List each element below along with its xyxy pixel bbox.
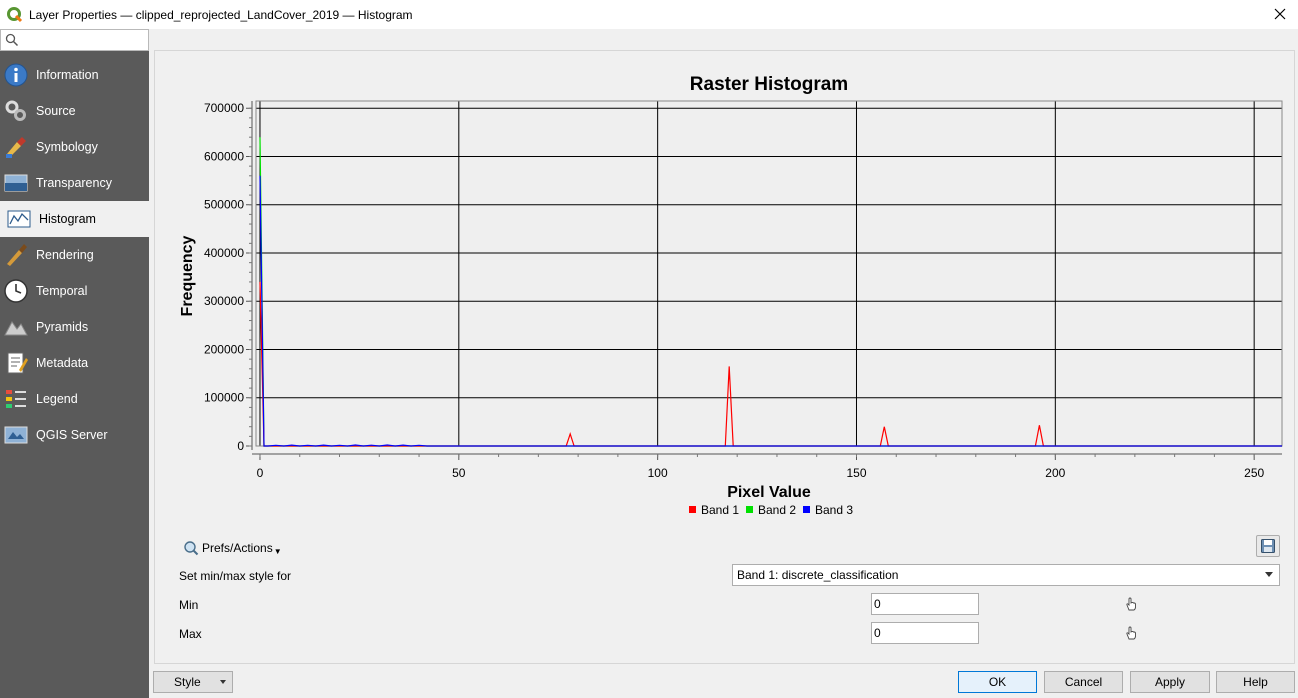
search-box[interactable] xyxy=(0,29,149,51)
ok-button[interactable]: OK xyxy=(958,671,1037,693)
search-icon xyxy=(5,33,19,47)
source-icon xyxy=(5,100,26,121)
x-tick-label: 0 xyxy=(257,466,264,480)
sidebar-item-transparency[interactable]: Transparency xyxy=(0,165,149,201)
sidebar-item-source[interactable]: Source xyxy=(0,93,149,129)
pyramids-icon xyxy=(4,321,28,336)
sidebar-item-label: Legend xyxy=(36,392,78,406)
y-axis-label: Frequency xyxy=(179,235,196,316)
pick-value-hand-icon[interactable] xyxy=(1123,596,1139,612)
min-input[interactable] xyxy=(871,593,979,615)
raster-histogram-chart: 0 100000 200000 300000 400000 500000 600000 700… xyxy=(179,74,1283,517)
chevron-down-icon xyxy=(220,680,226,684)
sidebar-item-qgis-server[interactable]: QGIS Server xyxy=(0,417,149,453)
band-select[interactable]: Band 1: discrete_classification xyxy=(732,564,1280,586)
sidebar-item-label: Pyramids xyxy=(36,320,89,334)
prefs-actions-button[interactable]: Prefs/Actions ▼ xyxy=(183,537,282,559)
legend-icon xyxy=(6,390,26,408)
sidebar-item-label: QGIS Server xyxy=(36,428,108,442)
legend-swatch-band-3 xyxy=(803,506,810,513)
y-tick-label: 0 xyxy=(237,439,244,453)
histogram-icon xyxy=(7,210,31,228)
sidebar-item-information[interactable]: Information xyxy=(0,57,149,93)
y-tick-label: 400000 xyxy=(204,246,244,260)
apply-button[interactable]: Apply xyxy=(1130,671,1210,693)
prefs-actions-label: Prefs/Actions xyxy=(202,541,273,555)
window-title: Layer Properties — clipped_reprojected_L… xyxy=(29,7,413,22)
help-button[interactable]: Help xyxy=(1216,671,1295,693)
legend-swatch-band-2 xyxy=(746,506,753,513)
sidebar-item-symbology[interactable]: Symbology xyxy=(0,129,149,165)
sidebar-nav: Information Source Symbology Transparency Hi… xyxy=(0,57,149,453)
sidebar-item-histogram[interactable]: Histogram xyxy=(0,201,149,237)
minmax-style-label: Set min/max style for xyxy=(179,569,292,583)
sidebar-item-label: Transparency xyxy=(36,176,112,190)
pick-value-hand-icon[interactable] xyxy=(1123,625,1139,641)
y-tick-label: 600000 xyxy=(204,149,244,163)
sidebar-item-label: Symbology xyxy=(36,140,98,154)
title-bar: Layer Properties — clipped_reprojected_L… xyxy=(0,0,1298,29)
y-tick-label: 200000 xyxy=(204,342,244,356)
cancel-button[interactable]: Cancel xyxy=(1044,671,1123,693)
qgis-logo-icon xyxy=(7,6,23,22)
series-line-band-3 xyxy=(259,175,1282,447)
legend-entry: Band 2 xyxy=(758,503,796,517)
style-button-label: Style xyxy=(174,675,201,689)
apply-button-label: Apply xyxy=(1154,675,1186,689)
min-label: Min xyxy=(179,598,199,612)
band-select-value: Band 1: discrete_classification xyxy=(737,568,899,582)
sidebar-item-label: Temporal xyxy=(36,284,88,298)
legend-entry: Band 1 xyxy=(701,503,739,517)
y-tick-label: 500000 xyxy=(204,198,244,212)
ok-button-label: OK xyxy=(988,675,1007,689)
save-icon xyxy=(1261,539,1275,553)
rendering-icon xyxy=(7,244,27,266)
dropdown-arrow-icon xyxy=(1265,572,1273,577)
sidebar: Information Source Symbology Transparency Hi… xyxy=(0,29,149,698)
transparency-icon xyxy=(4,174,28,192)
sidebar-item-legend[interactable]: Legend xyxy=(0,381,149,417)
plot-background xyxy=(256,101,1282,446)
cancel-button-label: Cancel xyxy=(1064,675,1103,689)
sidebar-item-rendering[interactable]: Rendering xyxy=(0,237,149,273)
sidebar-item-label: Histogram xyxy=(39,212,96,226)
sidebar-item-metadata[interactable]: Metadata xyxy=(0,345,149,381)
magnifier-icon xyxy=(184,541,199,556)
information-icon xyxy=(4,63,28,87)
x-tick-label: 150 xyxy=(846,466,866,480)
chart-title: Raster Histogram xyxy=(690,74,848,95)
max-input[interactable] xyxy=(871,622,979,644)
metadata-icon xyxy=(7,352,28,374)
sidebar-item-label: Rendering xyxy=(36,248,94,262)
chevron-down-icon: ▼ xyxy=(273,546,282,556)
save-histogram-button[interactable] xyxy=(1256,535,1280,557)
symbology-icon xyxy=(6,137,26,158)
sidebar-item-pyramids[interactable]: Pyramids xyxy=(0,309,149,345)
histogram-panel: 0 100000 200000 300000 400000 500000 600000 700… xyxy=(154,50,1295,664)
sidebar-item-temporal[interactable]: Temporal xyxy=(0,273,149,309)
y-tick-label: 100000 xyxy=(204,391,244,405)
sidebar-item-label: Source xyxy=(36,104,76,118)
max-label: Max xyxy=(179,627,202,641)
x-tick-label: 250 xyxy=(1244,466,1264,480)
qgis-server-icon xyxy=(4,426,28,444)
temporal-icon xyxy=(4,279,28,303)
x-tick-label: 200 xyxy=(1045,466,1065,480)
legend-swatch-band-1 xyxy=(689,506,696,513)
sidebar-item-label: Information xyxy=(36,68,99,82)
sidebar-item-label: Metadata xyxy=(36,356,89,370)
legend-entry: Band 3 xyxy=(815,503,853,517)
search-input[interactable] xyxy=(21,31,145,49)
y-tick-label: 700000 xyxy=(204,101,244,115)
y-tick-label: 300000 xyxy=(204,294,244,308)
x-tick-label: 50 xyxy=(452,466,466,480)
style-button[interactable]: Style xyxy=(153,671,233,693)
help-button-label: Help xyxy=(1243,675,1268,689)
x-axis-label: Pixel Value xyxy=(727,484,811,501)
x-tick-label: 100 xyxy=(648,466,668,480)
close-icon[interactable] xyxy=(1270,4,1290,24)
